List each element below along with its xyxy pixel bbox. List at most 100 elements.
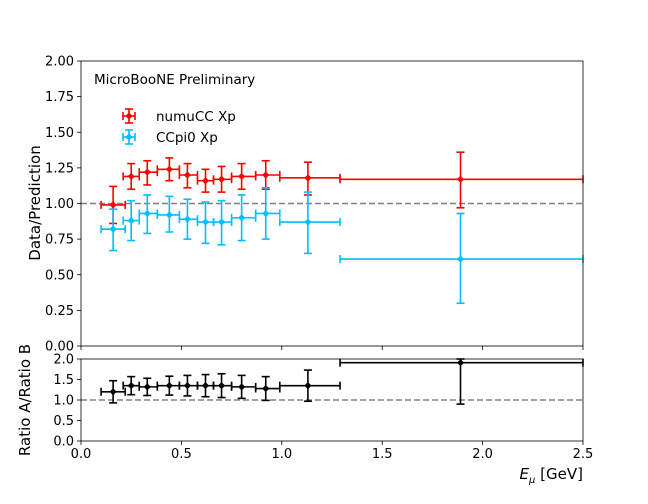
diamond-marker [109, 201, 117, 209]
legend-label: CCpi0 Xp [156, 130, 218, 146]
double-ratio-x-tick-label: 0.0 [71, 447, 92, 462]
data-point [278, 191, 341, 255]
preliminary-annotation: MicroBooNE Preliminary [94, 72, 255, 88]
ratio-y-tick-label: 0.50 [45, 268, 74, 283]
x-axis-label-symbol: E [520, 465, 530, 483]
diamond-marker [143, 383, 151, 391]
x-axis-label-unit: [GeV] [535, 465, 583, 483]
ratio-y-tick-label: 1.00 [45, 197, 74, 212]
double-ratio-y-tick-label: 1.5 [53, 373, 74, 388]
legend: numuCC Xp CCpi0 Xp [122, 108, 236, 146]
diamond-marker [183, 215, 192, 223]
ratio-y-tick-label: 0.75 [45, 233, 74, 248]
diamond-marker [183, 171, 192, 179]
diamond-marker [238, 214, 246, 222]
data-point [278, 369, 341, 403]
diamond-marker [127, 172, 135, 181]
double-ratio-y-tick-label: 0.5 [53, 414, 74, 429]
data-point [100, 208, 126, 252]
diamond-marker [456, 175, 465, 183]
legend-entry: numuCC Xp [122, 108, 236, 125]
double-ratio-x-tick-label: 0.5 [171, 447, 192, 462]
double-ratio-x-tick-label: 1.0 [271, 447, 292, 462]
double-ratio-y-tick-label: 2.0 [53, 353, 74, 368]
double-ratio-panel-y-label: Ratio A/Ratio B [16, 344, 34, 456]
data-point [254, 187, 281, 240]
double-ratio-panel-x-ticks: 0.0 0.5 1.0 1.5 2.0 2.5 [71, 441, 594, 462]
data-point [178, 162, 199, 189]
double-ratio-panel-plot [81, 358, 584, 405]
data-point [138, 377, 159, 397]
legend-entry: CCpi0 Xp [122, 129, 218, 146]
ratio-y-tick-label: 1.75 [45, 90, 74, 105]
ratio-panel: 0.00 0.25 0.50 0.75 1.00 1.25 1.50 1.75 2.00 Mic… [26, 55, 584, 355]
data-point [156, 157, 181, 182]
data-point [138, 194, 159, 235]
ratio-series-0 [100, 151, 584, 225]
ratio-y-tick-label: 1.25 [45, 161, 74, 176]
data-point [122, 199, 141, 242]
diamond-marker [238, 383, 246, 391]
ratio-series-1 [100, 187, 584, 305]
diamond-marker [262, 171, 270, 179]
x-axis-label-subscript: μ [528, 475, 535, 486]
data-point [196, 201, 215, 245]
data-point [212, 199, 233, 246]
double-ratio-x-tick-label: 1.5 [372, 447, 393, 462]
ratio-y-tick-label: 0.25 [45, 304, 74, 319]
diamond-marker [238, 172, 246, 181]
diamond-marker [127, 382, 135, 390]
data-point [254, 375, 281, 402]
ratio-y-tick-label: 0.00 [45, 340, 74, 355]
diamond-marker [262, 384, 270, 393]
diamond-marker [165, 211, 173, 219]
data-point [196, 373, 215, 398]
diamond-marker [304, 218, 312, 226]
double-ratio-panel-y-ticks: 0.0 0.5 1.0 1.5 2.0 [53, 353, 81, 450]
diamond-marker [201, 218, 210, 226]
diamond-marker [127, 217, 135, 225]
double-ratio-y-tick-label: 1.0 [53, 394, 74, 409]
data-point [100, 379, 126, 404]
double-ratio-x-tick-label: 2.5 [573, 447, 594, 462]
data-point [212, 165, 233, 193]
legend-diamond-marker [125, 112, 133, 120]
data-point [100, 185, 126, 225]
diamond-marker [165, 165, 173, 173]
diamond-marker [201, 382, 210, 390]
double-ratio-panel: 0.0 0.5 1.0 1.5 2.0 0.0 0.5 1.0 1.5 2.0 2.5 Ratio… [16, 344, 593, 486]
data-point [178, 198, 199, 240]
data-point [230, 162, 257, 191]
ratio-panel-x-ticks [80, 346, 584, 350]
diamond-marker [262, 209, 270, 218]
diamond-marker [456, 359, 465, 367]
double-ratio-x-tick-label: 2.0 [472, 447, 493, 462]
ratio-y-tick-label: 1.50 [45, 126, 74, 141]
ratio-panel-y-label: Data/Prediction [26, 145, 44, 260]
ratio-panel-y-ticks: 0.00 0.25 0.50 0.75 1.00 1.25 1.50 1.75 2.00 [45, 55, 81, 355]
ratio-panel-plot [81, 151, 584, 305]
legend-label: numuCC Xp [156, 109, 236, 125]
diamond-marker [217, 218, 226, 226]
double-ratio-series-0 [100, 358, 584, 405]
double-ratio-y-tick-label: 0.0 [53, 435, 74, 450]
data-point [156, 195, 181, 233]
data-point [339, 212, 584, 305]
legend-diamond-marker [125, 133, 133, 141]
diamond-marker [304, 382, 312, 390]
diamond-marker [217, 382, 226, 390]
diamond-marker [217, 175, 226, 183]
diamond-marker [456, 255, 465, 263]
diamond-marker [109, 225, 117, 233]
diamond-marker [201, 177, 210, 185]
x-axis-label: Eμ [GeV] [520, 465, 583, 486]
diamond-marker [109, 388, 117, 396]
diamond-marker [143, 168, 151, 176]
diamond-marker [304, 174, 312, 182]
data-point [230, 374, 257, 400]
data-point [138, 159, 159, 186]
ratio-y-tick-label: 2.00 [45, 55, 74, 70]
diamond-marker [183, 382, 192, 390]
diamond-marker [165, 382, 173, 390]
